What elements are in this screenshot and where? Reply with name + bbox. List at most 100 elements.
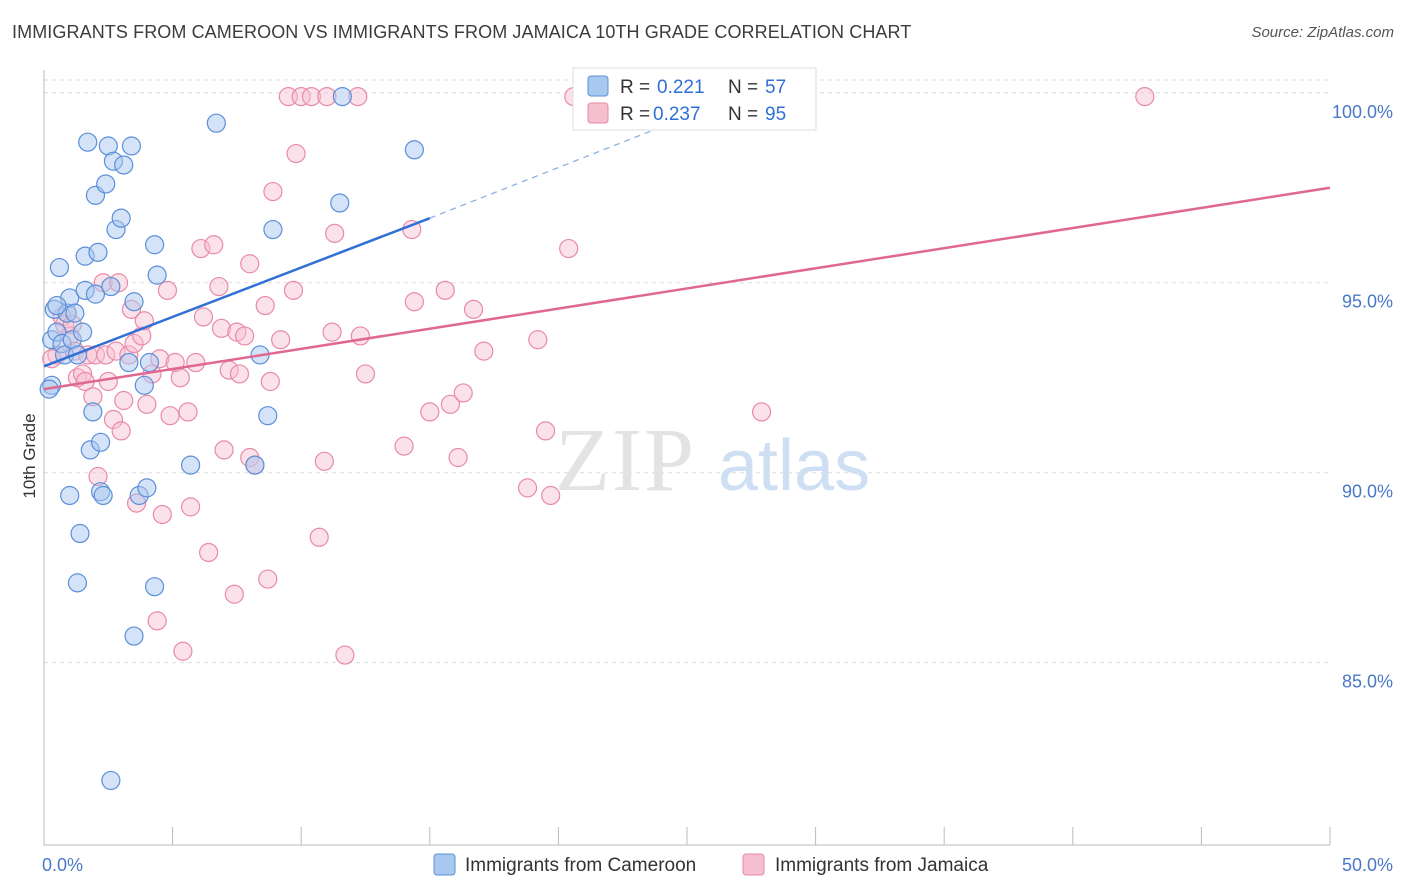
- point-cameroon: [93, 485, 113, 506]
- point-jamaica: [199, 542, 219, 563]
- point-cameroon: [258, 406, 278, 426]
- point-cameroon: [124, 626, 144, 646]
- watermark-zip: ZIP: [555, 411, 696, 510]
- point-jamaica: [191, 238, 211, 259]
- point-jamaica: [350, 326, 370, 346]
- point-cameroon: [47, 295, 67, 316]
- point-jamaica: [152, 504, 172, 525]
- y-tick-labels: 85.0% 90.0% 95.0% 100.0%: [1332, 102, 1393, 692]
- series-jamaica-points: [42, 86, 1155, 665]
- y-tick-label: 90.0%: [1342, 482, 1393, 502]
- point-jamaica: [186, 352, 206, 373]
- trendline-cameroon-extension: [429, 126, 662, 219]
- point-jamaica: [214, 440, 234, 460]
- point-jamaica: [124, 333, 144, 354]
- point-cameroon: [72, 322, 93, 342]
- y-tick-label: 85.0%: [1342, 672, 1393, 692]
- point-jamaica: [137, 394, 157, 414]
- point-jamaica: [309, 527, 329, 547]
- point-jamaica: [96, 345, 116, 365]
- point-jamaica: [111, 421, 131, 441]
- point-jamaica: [541, 485, 561, 506]
- legend-n-value-jamaica: 95: [765, 104, 786, 125]
- point-jamaica: [147, 611, 167, 631]
- point-cameroon: [88, 242, 108, 262]
- legend-r-value-jamaica: 0.237: [653, 104, 701, 125]
- point-jamaica: [435, 280, 455, 300]
- point-jamaica: [335, 645, 355, 665]
- point-jamaica: [106, 341, 126, 361]
- point-cameroon: [90, 432, 111, 452]
- point-jamaica: [98, 371, 118, 392]
- trend-lines: [43, 126, 1331, 391]
- point-jamaica: [1135, 86, 1155, 107]
- point-cameroon: [245, 455, 265, 475]
- point-cameroon: [134, 375, 154, 395]
- x-tick-label-max: 50.0%: [1342, 855, 1393, 875]
- legend-r-value-cameroon: 0.221: [657, 77, 705, 98]
- point-jamaica: [255, 295, 275, 316]
- point-jamaica: [474, 341, 494, 361]
- legend-n-label-jamaica: N =: [728, 104, 758, 125]
- point-jamaica: [181, 497, 201, 517]
- point-cameroon: [111, 208, 131, 228]
- point-cameroon: [101, 276, 121, 297]
- point-cameroon: [60, 485, 80, 506]
- point-jamaica: [291, 86, 311, 107]
- point-jamaica: [283, 280, 304, 300]
- series-legend: Immigrants from Cameroon Immigrants from…: [433, 853, 989, 876]
- series-cameroon-points: [39, 86, 424, 791]
- point-cameroon: [144, 235, 165, 255]
- point-jamaica: [301, 86, 322, 107]
- point-cameroon: [67, 573, 88, 593]
- point-cameroon: [49, 257, 70, 278]
- point-cameroon: [101, 770, 121, 791]
- x-tick-label-min: 0.0%: [42, 855, 83, 875]
- y-tick-label: 100.0%: [1332, 102, 1393, 122]
- point-jamaica: [420, 402, 440, 422]
- point-jamaica: [235, 326, 255, 346]
- watermark-atlas: atlas: [718, 426, 870, 506]
- point-cameroon: [404, 140, 424, 160]
- point-cameroon: [332, 86, 352, 107]
- legend-n-label-cameroon: N =: [728, 77, 758, 98]
- point-jamaica: [157, 280, 178, 300]
- point-cameroon: [137, 478, 157, 498]
- point-cameroon: [139, 352, 160, 373]
- point-jamaica: [286, 143, 306, 164]
- point-cameroon: [144, 577, 165, 597]
- point-jamaica: [114, 390, 134, 411]
- point-cameroon: [263, 219, 283, 240]
- point-jamaica: [517, 478, 538, 498]
- trendline-cameroon: [43, 216, 431, 368]
- bottom-legend-swatch-cameroon: [433, 853, 456, 876]
- point-jamaica: [211, 318, 232, 338]
- point-cameroon: [83, 402, 103, 422]
- legend-n-value-cameroon: 57: [765, 77, 786, 98]
- point-jamaica: [394, 436, 414, 456]
- point-cameroon: [206, 113, 226, 133]
- legend-r-label-jamaica: R =: [620, 104, 650, 125]
- point-jamaica: [260, 371, 280, 392]
- point-jamaica: [440, 394, 460, 414]
- point-cameroon: [147, 265, 167, 285]
- trendline-jamaica: [43, 186, 1331, 391]
- point-jamaica: [193, 307, 214, 327]
- chart-title: IMMIGRANTS FROM CAMEROON VS IMMIGRANTS F…: [12, 22, 912, 42]
- point-cameroon: [114, 155, 134, 175]
- point-jamaica: [314, 451, 334, 471]
- point-jamaica: [322, 322, 342, 342]
- point-cameroon: [330, 193, 350, 213]
- point-cameroon: [96, 174, 116, 194]
- point-jamaica: [463, 299, 484, 319]
- point-jamaica: [160, 406, 180, 426]
- point-jamaica: [240, 254, 260, 274]
- bottom-legend-label-jamaica: Immigrants from Jamaica: [775, 855, 989, 876]
- point-cameroon: [70, 523, 90, 544]
- point-cameroon: [119, 352, 139, 373]
- point-jamaica: [559, 238, 579, 259]
- point-jamaica: [453, 383, 473, 403]
- point-cameroon: [78, 132, 98, 152]
- point-jamaica: [751, 402, 772, 422]
